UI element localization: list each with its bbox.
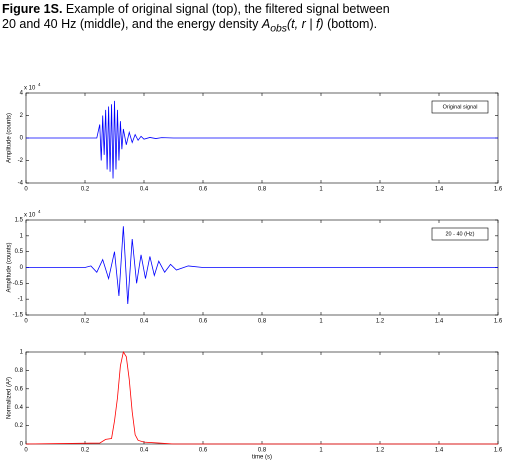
x-tick-label: 1 bbox=[319, 319, 323, 325]
x-tick-label: 0.6 bbox=[199, 448, 208, 454]
y-tick-label: 1.5 bbox=[15, 218, 24, 224]
y-scale-base: x 10 bbox=[24, 86, 36, 92]
y-axis-label: Amplitude (counts) bbox=[7, 113, 13, 163]
y-axis-label: Normalized (A²) bbox=[7, 377, 13, 419]
y-tick-label: 0 bbox=[20, 136, 24, 142]
y-tick-label: 0 bbox=[20, 265, 24, 271]
x-tick-label: 1.4 bbox=[435, 187, 444, 193]
x-tick-label: 1.6 bbox=[494, 448, 503, 454]
y-scale-base: x 10 bbox=[24, 213, 36, 219]
y-tick-label: -2 bbox=[18, 158, 24, 164]
caption-args: (t, r | f) bbox=[287, 17, 324, 31]
y-tick-label: 1 bbox=[20, 233, 24, 239]
signal-line bbox=[26, 100, 498, 179]
caption-subscript: obs bbox=[270, 23, 288, 35]
y-tick-label: 1 bbox=[20, 350, 24, 356]
x-tick-label: 1.2 bbox=[376, 187, 385, 193]
x-tick-label: 0.8 bbox=[258, 319, 267, 325]
signal-line bbox=[26, 226, 498, 304]
caption-label: Figure 1S. bbox=[2, 2, 63, 16]
x-tick-label: 1.2 bbox=[376, 319, 385, 325]
x-tick-label: 0.4 bbox=[140, 448, 149, 454]
x-tick-label: 1.2 bbox=[376, 448, 385, 454]
caption-text: Example of original signal (top), the fi… bbox=[2, 2, 390, 31]
x-tick-label: 0.2 bbox=[81, 187, 90, 193]
x-tick-label: 1.4 bbox=[435, 448, 444, 454]
caption-symbol: A bbox=[261, 17, 271, 31]
y-tick-label: 0 bbox=[20, 442, 24, 448]
y-tick-label: 0.2 bbox=[15, 423, 24, 429]
x-tick-label: 0.8 bbox=[258, 448, 267, 454]
plot-frame bbox=[25, 351, 499, 445]
x-tick-label: 0 bbox=[24, 448, 28, 454]
x-tick-label: 0.4 bbox=[140, 187, 149, 193]
y-tick-label: 4 bbox=[20, 91, 24, 97]
x-tick-label: 0.4 bbox=[140, 319, 149, 325]
y-tick-label: -1.5 bbox=[13, 313, 24, 319]
x-tick-label: 0 bbox=[24, 187, 28, 193]
y-tick-label: -4 bbox=[18, 181, 24, 187]
x-tick-label: 0.2 bbox=[81, 448, 90, 454]
legend-box bbox=[431, 100, 489, 114]
y-tick-label: 0.8 bbox=[15, 368, 24, 374]
y-tick-label: 0.4 bbox=[15, 405, 24, 411]
y-tick-label: 0.5 bbox=[15, 249, 24, 255]
y-tick-label: 0.6 bbox=[15, 386, 24, 392]
y-tick-label: -0.5 bbox=[13, 281, 24, 287]
y-scale-exponent: 4 bbox=[38, 82, 41, 87]
y-tick-label: 2 bbox=[20, 113, 24, 119]
signal-line bbox=[25, 350, 498, 445]
x-tick-label: 0 bbox=[24, 319, 28, 325]
x-tick-label: 1.6 bbox=[494, 187, 503, 193]
x-tick-label: 1.6 bbox=[494, 319, 503, 325]
caption-tail: (bottom). bbox=[323, 17, 378, 31]
y-axis-label: Amplitude (counts) bbox=[7, 242, 13, 292]
legend-label: 20 - 40 (Hz) bbox=[445, 231, 474, 237]
caption: Figure 1S. Example of original signal (t… bbox=[2, 2, 394, 37]
x-tick-label: 0.2 bbox=[81, 319, 90, 325]
x-tick-label: 0.8 bbox=[258, 187, 267, 193]
x-axis-label: time (s) bbox=[252, 455, 272, 461]
y-tick-label: -1 bbox=[18, 297, 24, 303]
x-tick-label: 1 bbox=[319, 448, 323, 454]
x-tick-label: 1.4 bbox=[435, 319, 444, 325]
x-tick-label: 0.6 bbox=[199, 187, 208, 193]
x-tick-label: 0.6 bbox=[199, 319, 208, 325]
x-tick-label: 1 bbox=[319, 187, 323, 193]
y-scale-exponent: 4 bbox=[38, 209, 41, 214]
legend-box bbox=[431, 227, 489, 241]
legend-label: Original signal bbox=[443, 104, 478, 110]
